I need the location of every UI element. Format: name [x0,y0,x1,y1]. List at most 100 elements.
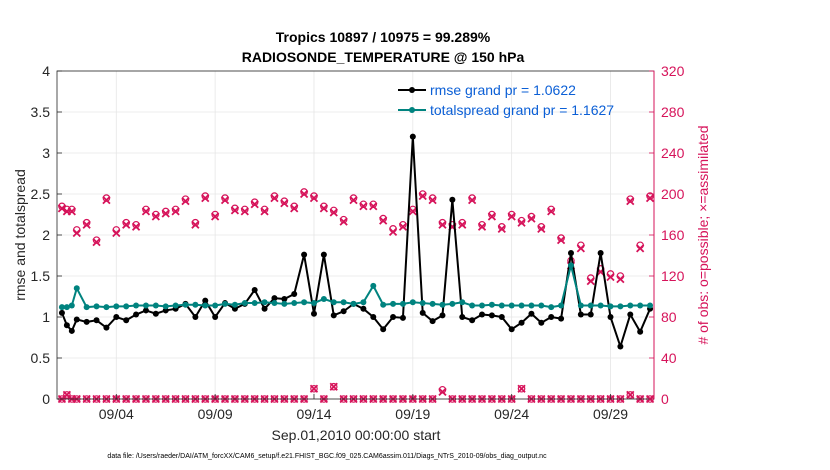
x-axis: 09/04 09/09 09/14 09/19 09/24 09/29 [99,394,628,422]
x-axis-label: Sep.01,2010 00:00:00 start [272,427,441,443]
spread-point [241,300,248,307]
obs-assimilated-point [319,204,329,213]
obs-assimilated-point [606,272,615,282]
y-right-tick-label: 160 [661,227,685,243]
obs-assimilated-point [339,217,348,226]
spread-point [429,300,436,307]
x-tick-label: 09/19 [395,406,430,422]
obs-assimilated-point-low [626,390,635,400]
obs-assimilated-point [645,193,655,203]
obs-assimilated-point [220,196,230,205]
spread-point [577,302,584,309]
spread-point [162,303,169,310]
obs-assimilated-point [517,218,526,227]
rmse-point [567,250,574,257]
obs-assimilated-point [547,207,556,216]
spread-point [172,302,179,309]
spread-point [597,302,604,309]
spread-point [202,302,209,309]
obs-assimilated-point [507,212,516,221]
y-right-tick-label: 280 [661,104,685,120]
rmse-point [459,314,466,320]
y-right-tick-label: 80 [661,309,677,325]
obs-assimilated-point [458,220,467,229]
rmse-point [142,307,149,314]
rmse-point [73,316,80,323]
spread-point [93,303,100,310]
rmse-point [340,308,347,315]
obs-possible-point-low [63,391,71,399]
rmse-point [498,314,505,320]
rmse-point [469,317,476,324]
spread-point [83,304,90,311]
spread-point [310,300,317,307]
obs-assimilated-point [290,204,299,213]
rmse-point [152,310,159,317]
spread-point [68,302,75,309]
legend-spread-marker [409,107,415,113]
obs-assimilated-point [467,196,477,205]
spread-point [340,299,347,306]
obs-assimilated-point [329,208,338,217]
spread-point [192,301,199,308]
spread-point [439,301,446,308]
rmse-point [58,309,65,316]
spread-point [370,282,377,289]
obs-assimilated-point-low [329,382,338,391]
y-right-tick-label: 40 [661,350,677,366]
obs-assimilated-point [369,202,378,211]
spread-point [301,299,308,306]
legend: rmse grand pr = 1.0622 totalspread grand… [398,82,614,118]
x-tick-label: 09/24 [494,406,529,422]
rmse-point [548,314,555,320]
rmse-point [83,318,90,325]
spread-point [508,302,515,309]
y-right-tick-label: 120 [661,268,685,284]
rmse-point [291,291,298,298]
rmse-point [449,196,456,203]
rmse-point [577,311,584,318]
rmse-point [320,251,327,258]
spread-point [261,299,268,306]
spread-point [469,302,476,309]
rmse-point [508,326,515,333]
rmse-point [488,312,495,319]
obs-assimilated-point [240,207,249,216]
spread-point [390,300,397,307]
obs-assimilated-point [260,207,269,216]
rmse-point [380,326,387,333]
spread-point [449,300,456,307]
rmse-point [281,295,288,302]
rmse-point [271,295,278,302]
spread-point [399,300,406,307]
obs-assimilated-point [556,235,566,245]
obs-assimilated-point [487,212,497,221]
obs-assimilated-point [72,228,81,238]
rmse-point [558,315,565,322]
rmse-point [301,251,308,258]
y-left-tick-label: 1.5 [31,268,51,284]
spread-point [271,300,278,307]
y-left-tick-label: 1 [42,309,50,325]
rmse-point [310,310,317,317]
rmse-point [429,318,436,325]
spread-point [281,300,288,307]
y-left-tick-label: 3.5 [31,104,51,120]
y-axis-right-label: # of obs: o=possible; ×=assimilated [695,125,711,344]
spread-point [528,302,535,309]
x-tick-label: 09/29 [593,406,628,422]
spread-point [479,302,486,309]
y-right-tick-label: 200 [661,186,685,202]
obs-possible-point-low [517,384,526,393]
obs-assimilated-point [309,193,319,203]
spread-point [320,295,327,302]
rmse-point [93,317,100,324]
y-axis-left: 0 0.5 1 1.5 2 2.5 3 3.5 4 [31,63,62,407]
obs-assimilated-point [497,224,506,233]
spread-point [73,285,80,292]
spread-point [58,304,65,311]
rmse-point [192,314,199,320]
obs-assimilated-point [250,200,259,209]
x-tick-label: 09/04 [99,406,134,422]
